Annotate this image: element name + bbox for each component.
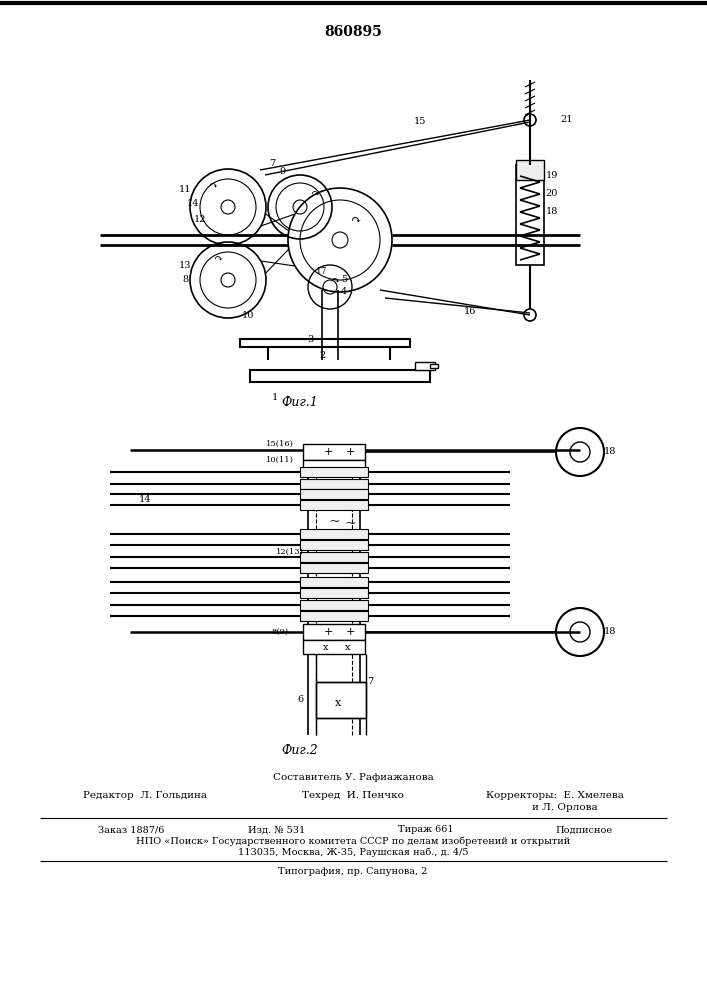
- Text: ↷: ↷: [310, 190, 320, 200]
- Bar: [300, 467, 368, 477]
- Text: Заказ 1887/6: Заказ 1887/6: [98, 826, 164, 834]
- Text: x: x: [323, 643, 329, 652]
- Text: 19: 19: [546, 170, 559, 180]
- Text: 18: 18: [546, 207, 559, 216]
- Text: 13: 13: [179, 260, 192, 269]
- Text: Составитель У. Рафиажанова: Составитель У. Рафиажанова: [273, 774, 433, 782]
- Bar: [300, 552, 368, 562]
- Text: Фиг.1: Фиг.1: [281, 395, 318, 408]
- Text: НПО «Поиск» Государственного комитета СССР по делам изобретений и открытий: НПО «Поиск» Государственного комитета СС…: [136, 836, 570, 846]
- Text: 21: 21: [561, 115, 573, 124]
- Text: x: x: [345, 643, 351, 652]
- Text: Техред  И. Пенчко: Техред И. Пенчко: [302, 792, 404, 800]
- Text: ~: ~: [344, 517, 356, 531]
- Bar: [300, 611, 368, 621]
- Text: 6: 6: [297, 696, 303, 704]
- Text: ↷: ↷: [330, 277, 339, 287]
- Bar: [430, 364, 438, 368]
- Bar: [300, 529, 368, 539]
- Text: Фиг.2: Фиг.2: [281, 744, 318, 756]
- Text: 8: 8: [182, 275, 188, 284]
- Text: 1: 1: [272, 392, 278, 401]
- Text: 10: 10: [242, 310, 255, 320]
- Text: +: +: [345, 447, 355, 457]
- Text: Подписное: Подписное: [555, 826, 612, 834]
- Text: ~: ~: [328, 515, 340, 529]
- Text: 15(16): 15(16): [266, 440, 294, 448]
- Text: +: +: [345, 627, 355, 637]
- Bar: [300, 500, 368, 510]
- Bar: [516, 165, 544, 265]
- Text: x: x: [335, 698, 341, 708]
- Bar: [250, 370, 430, 382]
- Text: 7: 7: [269, 159, 275, 168]
- Bar: [300, 600, 368, 610]
- Text: +: +: [323, 627, 333, 637]
- Text: Типография, пр. Сапунова, 2: Типография, пр. Сапунова, 2: [279, 867, 428, 876]
- Text: 3: 3: [307, 336, 313, 344]
- Text: Корректоры:  Е. Хмелева: Корректоры: Е. Хмелева: [486, 792, 624, 800]
- Text: 12(13): 12(13): [276, 548, 304, 556]
- Text: 11: 11: [179, 184, 192, 194]
- Text: 2: 2: [320, 351, 326, 360]
- Text: 10(11): 10(11): [266, 456, 294, 464]
- Text: 18: 18: [604, 628, 617, 637]
- Text: 9: 9: [279, 167, 285, 176]
- Text: Изд. № 531: Изд. № 531: [248, 826, 305, 834]
- Bar: [300, 577, 368, 587]
- Text: 5: 5: [341, 274, 347, 284]
- Bar: [300, 489, 368, 499]
- Bar: [303, 444, 365, 460]
- Text: 14: 14: [187, 200, 199, 209]
- Bar: [316, 682, 366, 718]
- Bar: [303, 460, 365, 472]
- Bar: [300, 540, 368, 550]
- Text: 15: 15: [414, 117, 426, 126]
- Bar: [303, 640, 365, 654]
- Text: ↷: ↷: [209, 182, 218, 192]
- Bar: [415, 362, 435, 370]
- Bar: [240, 339, 410, 347]
- Text: 7: 7: [367, 678, 373, 686]
- Text: 14: 14: [139, 495, 151, 504]
- Text: Редактор  Л. Гольдина: Редактор Л. Гольдина: [83, 792, 207, 800]
- Text: Тираж 661: Тираж 661: [398, 826, 454, 834]
- Text: 20: 20: [546, 188, 559, 198]
- Text: ↷: ↷: [350, 214, 361, 227]
- Text: 16: 16: [464, 308, 477, 316]
- Text: 4: 4: [341, 286, 347, 296]
- Text: 113035, Москва, Ж-35, Раушская наб., д. 4/5: 113035, Москва, Ж-35, Раушская наб., д. …: [238, 847, 468, 857]
- Text: 8(9): 8(9): [271, 628, 288, 636]
- Text: 17: 17: [316, 266, 328, 275]
- Bar: [300, 588, 368, 598]
- Bar: [300, 479, 368, 489]
- Text: и Л. Орлова: и Л. Орлова: [532, 804, 598, 812]
- Bar: [303, 624, 365, 640]
- Bar: [300, 563, 368, 573]
- Text: 860895: 860895: [324, 25, 382, 39]
- Text: 12: 12: [194, 215, 206, 224]
- Text: +: +: [323, 447, 333, 457]
- Text: ↷: ↷: [214, 255, 223, 265]
- Text: 18: 18: [604, 448, 617, 456]
- Bar: [516, 160, 544, 180]
